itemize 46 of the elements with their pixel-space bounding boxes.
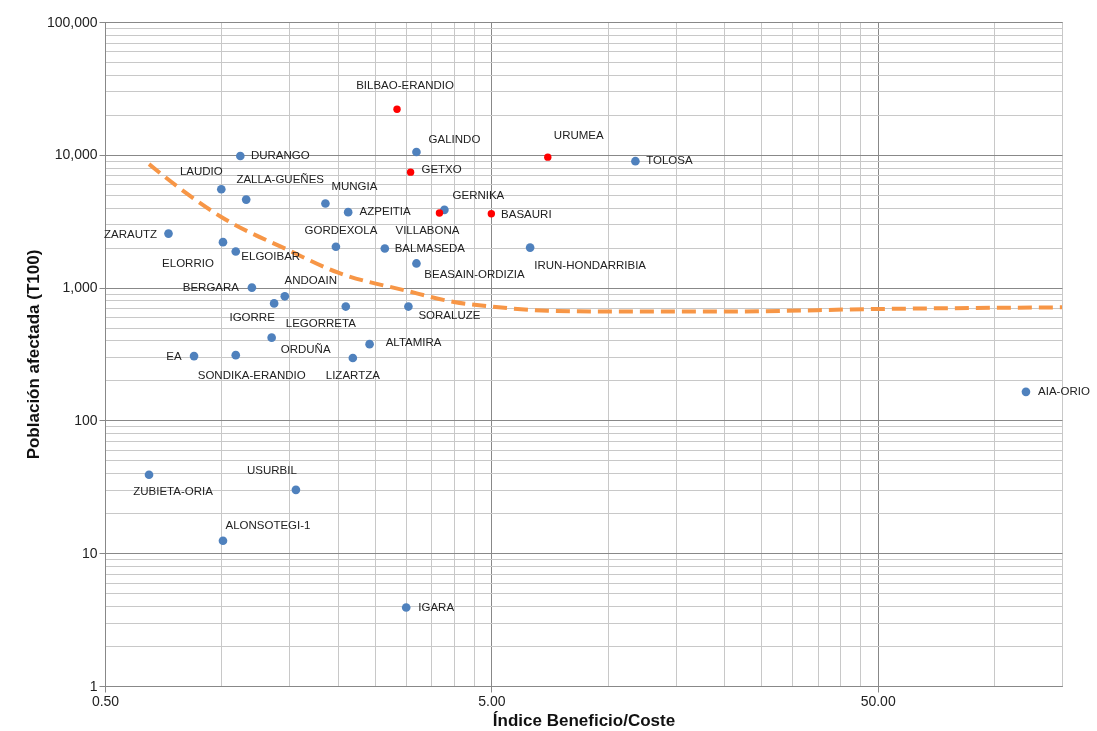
data-label: BILBAO-ERANDIO	[356, 79, 454, 92]
y-tick-label: 100	[74, 411, 98, 428]
x-tick-label: 5.00	[478, 692, 506, 709]
data-label: VILLABONA	[395, 223, 460, 236]
y-tick-label: 10	[81, 544, 98, 561]
data-label: BERGARA	[182, 280, 240, 293]
data-label: BASAURI	[501, 207, 552, 220]
data-label: ANDOAIN	[284, 274, 337, 287]
y-tick-label: 10,000	[54, 146, 98, 163]
x-tick-label: 50.00	[860, 692, 896, 709]
data-label: DURANGO	[250, 148, 310, 161]
data-label: BALMASEDA	[394, 242, 466, 255]
data-label: URUMEA	[553, 129, 605, 142]
data-label: ORDUÑA	[280, 342, 331, 355]
data-label: IGORRE	[229, 311, 276, 324]
y-tick-label: 1	[89, 677, 98, 694]
y-tick-label: 100,000	[46, 13, 98, 30]
data-label: EA	[166, 350, 183, 363]
data-label: GALINDO	[428, 132, 481, 145]
data-label: LIZARTZA	[325, 369, 381, 382]
x-tick-label: 0.50	[91, 692, 120, 709]
data-label: SONDIKA-ERANDIO	[197, 369, 306, 382]
data-label: ZUBIETA-ORIA	[133, 484, 214, 497]
data-label: MUNGIA	[331, 180, 378, 193]
data-label: ALONSOTEGI-1	[225, 518, 311, 531]
y-axis-title: Población afectada (T100)	[23, 249, 43, 460]
data-label: TOLOSA	[646, 154, 693, 167]
data-label: ZARAUTZ	[103, 227, 158, 240]
data-label: ALTAMIRA	[385, 336, 442, 349]
data-label: ELORRIO	[162, 257, 214, 270]
data-label: LEGORRETA	[285, 316, 357, 329]
data-label: IRUN-HONDARRIBIA	[534, 258, 647, 271]
data-label: AZPEITIA	[359, 205, 412, 218]
data-label: ELGOIBAR	[241, 250, 301, 263]
data-label: ZALLA-GUEÑES	[236, 172, 325, 185]
data-label: GORDEXOLA	[304, 223, 378, 236]
data-label: IGARA	[418, 600, 455, 613]
data-label: BEASAIN-ORDIZIA	[424, 268, 525, 281]
data-label: USURBIL	[246, 463, 298, 476]
data-label: LAUDIO	[179, 165, 223, 178]
y-tick-label: 1,000	[62, 279, 98, 296]
x-axis-title: Índice Beneficio/Coste	[492, 710, 676, 730]
data-label: SORALUZE	[418, 308, 481, 321]
data-label: AIA-ORIO	[1038, 384, 1090, 397]
data-label: GETXO	[421, 163, 462, 176]
data-label: GERNIKA	[452, 188, 505, 201]
